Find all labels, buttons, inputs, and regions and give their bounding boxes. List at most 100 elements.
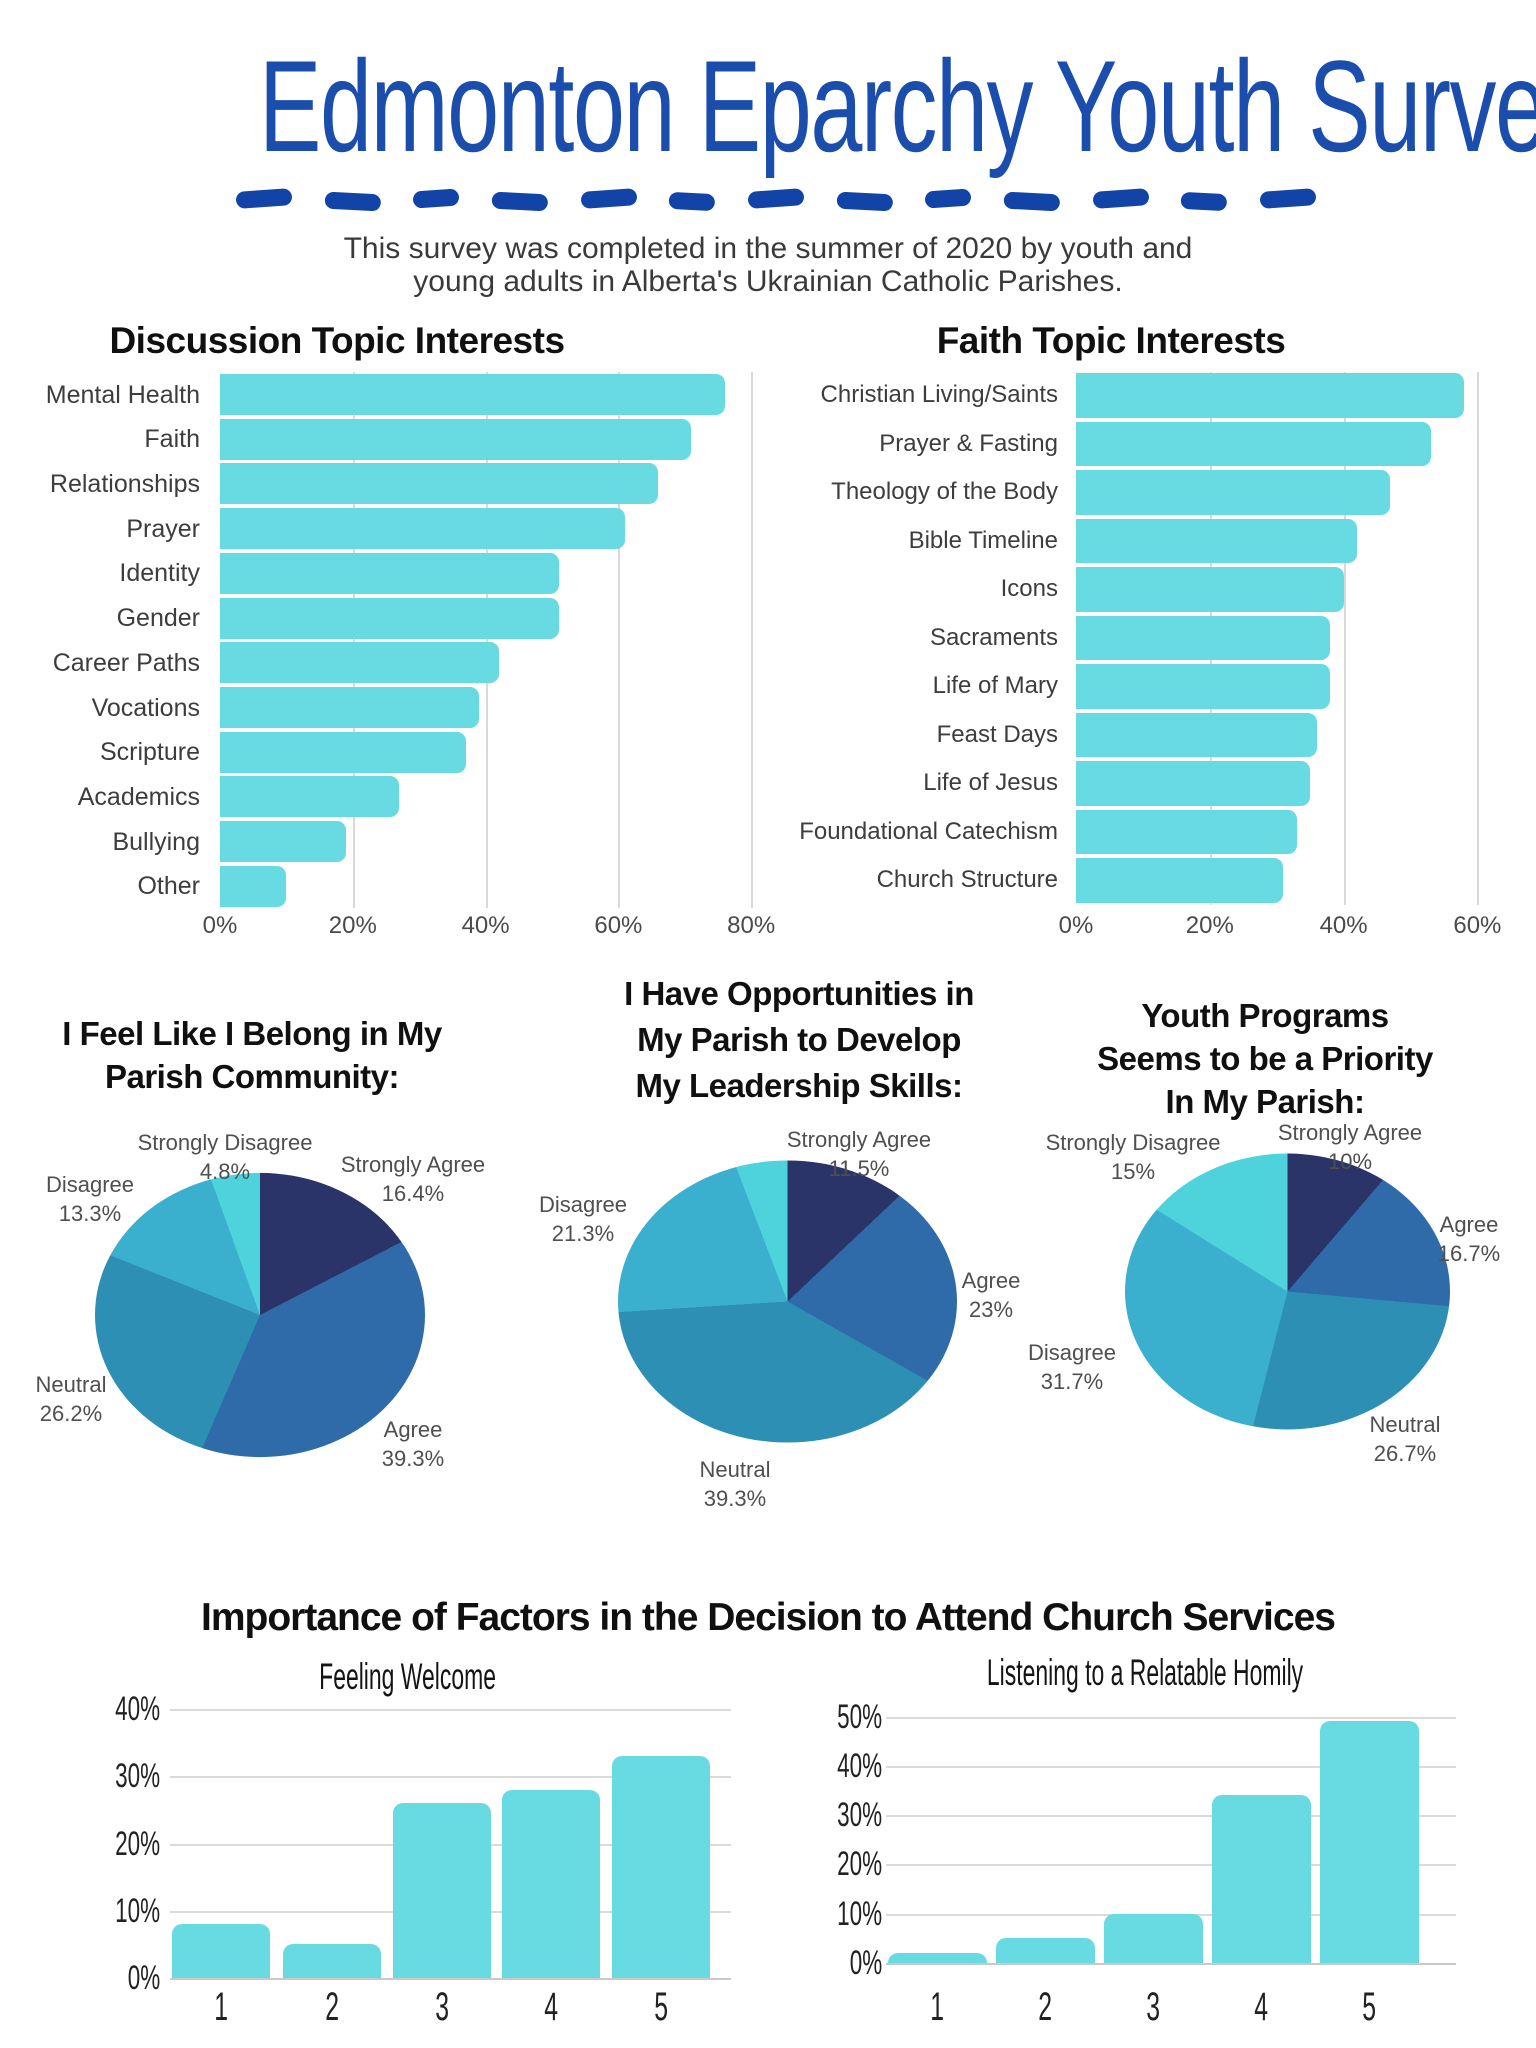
category-label: Mental Health — [45, 380, 200, 409]
category-label: Other — [137, 872, 200, 901]
category-label: Relationships — [49, 469, 200, 498]
category-label: Feast Days — [936, 720, 1058, 748]
bar-Foundational Catechism — [1076, 809, 1297, 854]
category-label: Academics — [77, 782, 200, 811]
gridline-30 — [886, 1815, 1456, 1818]
x-tick-label: 4 — [544, 1985, 558, 2029]
category-label: Vocations — [91, 693, 200, 722]
pie-slice-label-disagree: Disagree 21.3% — [538, 1192, 628, 1246]
pie-title-line: I Feel Like I Belong in My — [62, 1015, 442, 1052]
bar-Life of Mary — [1076, 664, 1331, 709]
x-tick-label: 1 — [214, 1985, 228, 2029]
x-tick-label: 3 — [435, 1985, 449, 2029]
bar-Sacraments — [1076, 615, 1331, 660]
pie-slice-label-agree: Agree 16.7% — [1437, 1212, 1501, 1266]
category-label: Icons — [1000, 575, 1058, 603]
bar-Bible Timeline — [1076, 518, 1357, 563]
category-label: Prayer & Fasting — [879, 429, 1058, 457]
category-label: Gender — [116, 604, 200, 633]
pie-slice-label-neutral: Neutral 26.7% — [1369, 1412, 1441, 1466]
y-tick-label: 50% — [837, 1697, 882, 1736]
gridline-0 — [886, 1963, 1456, 1965]
category-label: Christian Living/Saints — [820, 381, 1058, 409]
youth-priority-pie-title: Youth Programs Seems to be a Priority In… — [1015, 994, 1515, 1123]
x-tick-label: 60% — [594, 912, 643, 939]
discussion-topics-chart-title: Discussion Topic Interests — [109, 320, 565, 361]
y-tick-label: 30% — [837, 1796, 882, 1835]
bar-3 — [1103, 1913, 1203, 1963]
bar-Other — [220, 865, 287, 907]
y-tick-label: 0% — [127, 1959, 160, 1997]
gridline-20 — [886, 1864, 1456, 1867]
y-tick-label: 20% — [837, 1845, 882, 1884]
decorative-dashed-divider — [235, 188, 1317, 212]
bar-Relationships — [220, 463, 659, 505]
gridline-80 — [751, 372, 754, 908]
category-label: Faith — [144, 425, 200, 454]
y-tick-label: 10% — [115, 1891, 160, 1930]
bar-Career Paths — [220, 642, 499, 684]
x-tick-label: 5 — [654, 1985, 668, 2029]
bar-Mental Health — [220, 374, 725, 415]
pie-title-line: In My Parish: — [1165, 1083, 1365, 1120]
category-label: Church Structure — [876, 866, 1058, 894]
gridline-60 — [1477, 372, 1480, 905]
category-label: Identity — [119, 559, 200, 588]
bar-Scripture — [220, 731, 466, 773]
pie-slice-label-strongly-disagree: Strongly Disagree 4.8% — [137, 1130, 313, 1184]
y-tick-label: 40% — [115, 1690, 160, 1729]
pie-slice-label-strongly-agree: Strongly Agree 11.5% — [786, 1127, 932, 1181]
pie-slice-label-disagree: Disagree 31.7% — [1027, 1340, 1117, 1394]
category-label: Scripture — [99, 738, 200, 767]
pie-slice-label-disagree: Disagree 13.3% — [45, 1172, 135, 1226]
bar-Bullying — [220, 821, 347, 863]
gridline-40 — [485, 372, 488, 908]
faith-topics-chart-title: Faith Topic Interests — [936, 320, 1286, 361]
bar-5 — [1319, 1721, 1419, 1963]
x-tick-label: 5 — [1362, 1985, 1376, 2029]
page-title: Edmonton Eparchy Youth Survey — [258, 33, 1536, 179]
bar-Theology of the Body — [1076, 470, 1391, 515]
pie-title-line: Seems to be a Priority — [1097, 1040, 1433, 1077]
belong-parish-pie — [95, 1172, 425, 1458]
bar-Academics — [220, 776, 400, 818]
x-tick-label: 80% — [727, 912, 776, 939]
x-tick-label: 20% — [1185, 912, 1234, 939]
pie-slice-label-strongly-agree: Strongly Agree 10% — [1277, 1120, 1423, 1174]
bar-1 — [887, 1953, 987, 1963]
gridline-30 — [170, 1776, 731, 1779]
category-label: Life of Jesus — [923, 769, 1058, 797]
y-tick-label: 10% — [837, 1894, 882, 1933]
x-tick-label: 0% — [202, 912, 238, 939]
bar-4 — [502, 1789, 600, 1978]
leadership-pie — [618, 1160, 957, 1443]
x-tick-label: 40% — [461, 912, 510, 939]
relatable-homily-chart-title: Listening to a Relatable Homily — [986, 1652, 1304, 1693]
section-heading: Importance of Factors in the Decision to… — [201, 1596, 1336, 1639]
y-tick-label: 20% — [115, 1824, 160, 1863]
gridline-20 — [352, 372, 355, 908]
category-label: Bullying — [112, 827, 200, 856]
feeling-welcome-chart-title: Feeling Welcome — [319, 1656, 497, 1697]
bar-Church Structure — [1076, 858, 1284, 903]
x-tick-label: 40% — [1319, 912, 1368, 939]
gridline-60 — [618, 372, 621, 908]
pie-slice-label-strongly-agree: Strongly Agree 16.4% — [340, 1152, 486, 1206]
subtitle-line-1: This survey was completed in the summer … — [343, 232, 1193, 265]
bar-Life of Jesus — [1076, 761, 1311, 806]
pie-slice-label-neutral: Neutral 39.3% — [699, 1457, 771, 1511]
pie-slice-label-agree: Agree 23% — [961, 1268, 1021, 1322]
pie-title-line: My Leadership Skills: — [635, 1067, 963, 1104]
pie-title-line: I Have Opportunities in — [624, 975, 974, 1012]
leadership-pie-title: I Have Opportunities in My Parish to Dev… — [549, 971, 1049, 1109]
bar-Feast Days — [1076, 712, 1317, 757]
bar-2 — [283, 1944, 381, 1978]
y-tick-label: 30% — [115, 1757, 160, 1796]
gridline-50 — [886, 1716, 1456, 1719]
category-label: Bible Timeline — [908, 526, 1058, 554]
x-tick-label: 1 — [930, 1985, 944, 2029]
category-label: Prayer — [126, 514, 200, 543]
gridline-0 — [170, 1978, 731, 1980]
bar-Gender — [220, 597, 559, 639]
